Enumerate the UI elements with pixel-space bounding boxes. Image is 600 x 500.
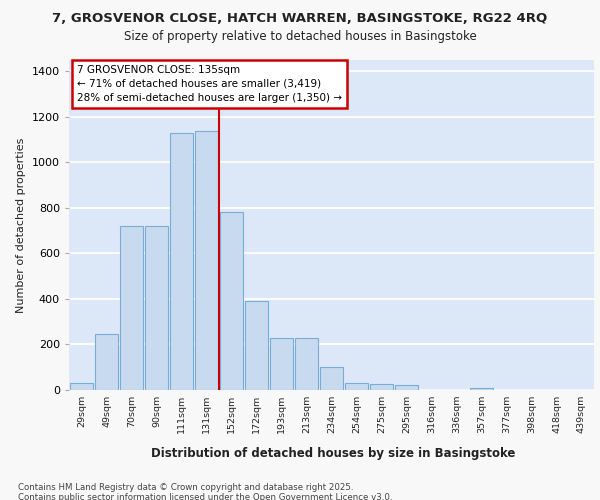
Bar bbox=[295, 338, 319, 390]
Bar bbox=[220, 212, 244, 390]
Bar bbox=[395, 386, 418, 390]
Bar bbox=[170, 133, 193, 390]
Y-axis label: Number of detached properties: Number of detached properties bbox=[16, 138, 26, 312]
Text: Distribution of detached houses by size in Basingstoke: Distribution of detached houses by size … bbox=[151, 448, 515, 460]
Bar bbox=[95, 334, 118, 390]
Text: 7 GROSVENOR CLOSE: 135sqm
← 71% of detached houses are smaller (3,419)
28% of se: 7 GROSVENOR CLOSE: 135sqm ← 71% of detac… bbox=[77, 65, 342, 103]
Bar bbox=[194, 130, 218, 390]
Text: Size of property relative to detached houses in Basingstoke: Size of property relative to detached ho… bbox=[124, 30, 476, 43]
Bar bbox=[470, 388, 493, 390]
Bar bbox=[269, 338, 293, 390]
Bar bbox=[119, 226, 143, 390]
Bar bbox=[344, 383, 368, 390]
Bar bbox=[370, 384, 394, 390]
Bar bbox=[70, 383, 94, 390]
Text: Contains HM Land Registry data © Crown copyright and database right 2025.
Contai: Contains HM Land Registry data © Crown c… bbox=[18, 482, 392, 500]
Text: 7, GROSVENOR CLOSE, HATCH WARREN, BASINGSTOKE, RG22 4RQ: 7, GROSVENOR CLOSE, HATCH WARREN, BASING… bbox=[52, 12, 548, 26]
Bar bbox=[320, 367, 343, 390]
Bar bbox=[145, 226, 169, 390]
Bar bbox=[245, 301, 268, 390]
